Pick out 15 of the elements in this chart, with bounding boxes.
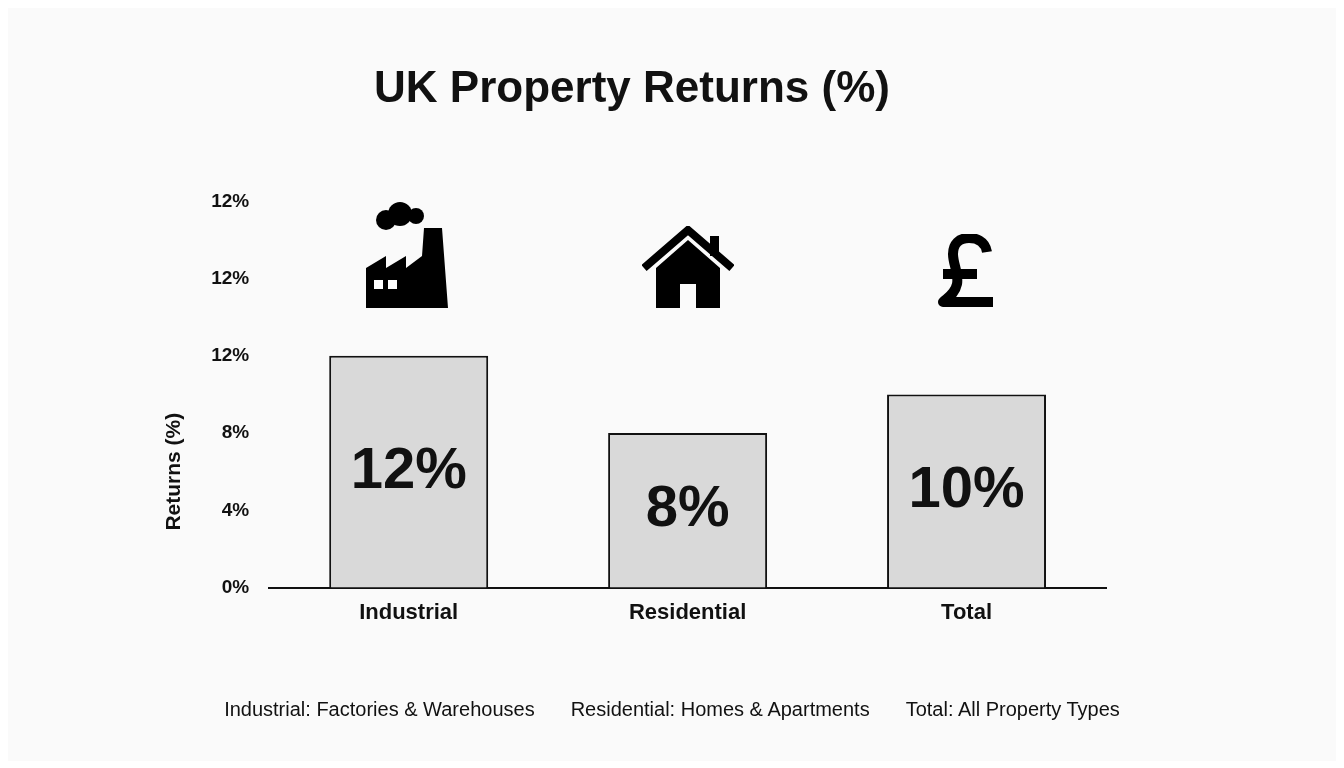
x-tick-label: Total	[941, 598, 992, 624]
text: Residential: Homes & Apartments	[570, 698, 870, 721]
y-axis-title: Returns (%)	[161, 412, 185, 531]
y-tick-label: 4%	[221, 498, 250, 520]
x-tick-label: Residential	[628, 598, 747, 624]
data-label: 8%	[645, 473, 730, 539]
x-tick-label: Industrial	[359, 598, 459, 624]
y-tick-label: 0%	[221, 575, 250, 597]
text: Total: All Property Types	[905, 698, 1120, 721]
text: Industrial: Factories & Warehouses	[224, 698, 535, 721]
data-label: 12%	[350, 434, 467, 500]
y-tick-label: 12%	[211, 344, 250, 366]
y-tick-label: 8%	[221, 421, 250, 443]
data-label: 10%	[908, 454, 1025, 520]
chart-title: UK Property Returns (%)	[374, 61, 890, 111]
